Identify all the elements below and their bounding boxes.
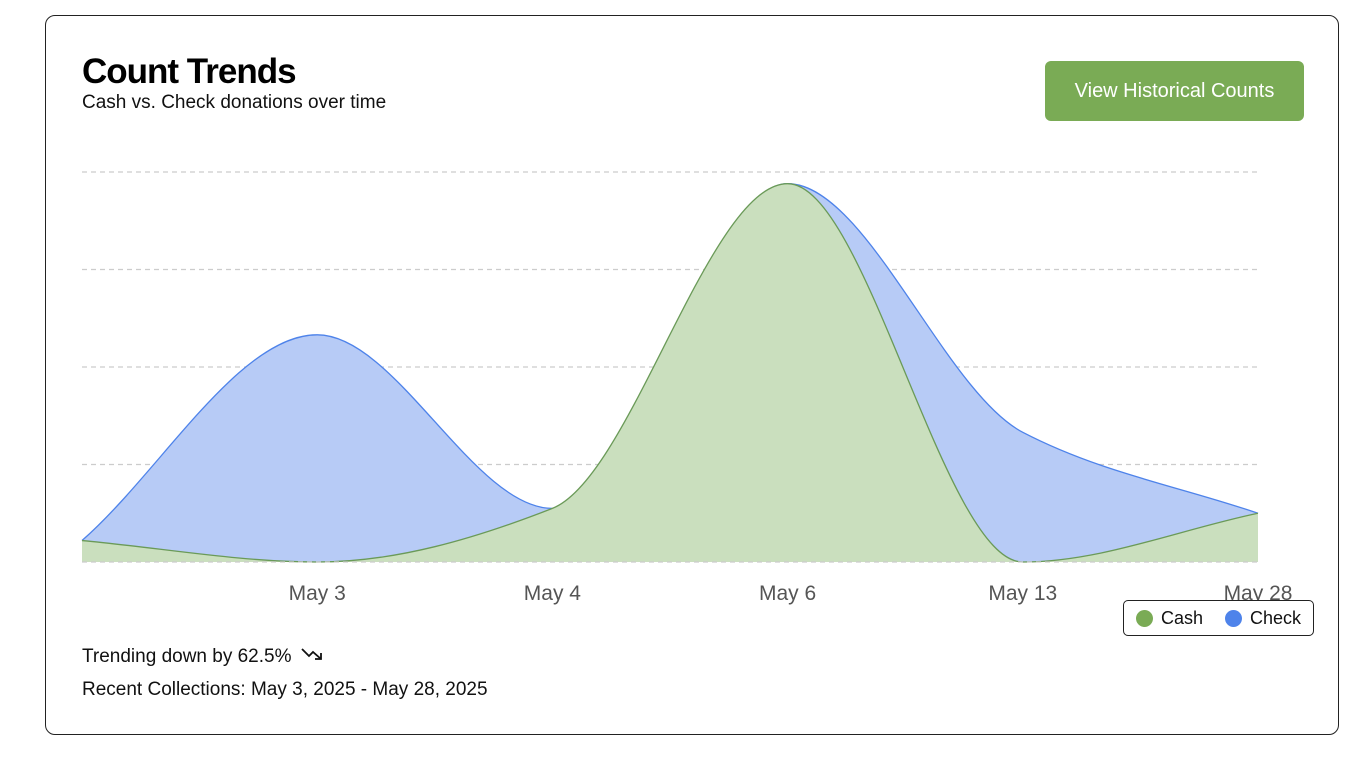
card-subtitle: Cash vs. Check donations over time — [82, 92, 387, 113]
x-tick-label: May 3 — [289, 582, 346, 605]
legend-item-check: Check — [1225, 608, 1301, 629]
cash-area — [82, 183, 1258, 562]
area-chart: May 3 May 4 May 6 May 13 May 28 — [81, 171, 1293, 605]
view-historical-counts-button[interactable]: View Historical Counts — [1045, 61, 1304, 121]
x-tick-label: May 28 — [1224, 582, 1293, 605]
x-tick-label: May 13 — [988, 582, 1057, 605]
x-tick-label: May 6 — [759, 582, 816, 605]
legend-label-cash: Cash — [1160, 607, 1203, 628]
trend-indicator: Trending down by 62.5% — [82, 645, 325, 668]
trend-text: Trending down by 62.5% — [82, 645, 292, 667]
recent-collections-text: Recent Collections: May 3, 2025 - May 28… — [82, 679, 488, 700]
x-tick-label: May 4 — [524, 582, 582, 605]
check-swatch — [1225, 609, 1242, 627]
cash-swatch — [1135, 609, 1153, 627]
legend-item-cash: Cash — [1135, 607, 1203, 629]
chart-legend: Cash Check — [1123, 600, 1314, 636]
count-trends-card: Count Trends Cash vs. Check donations ov… — [45, 15, 1339, 735]
card-title: Count Trends — [82, 52, 297, 91]
legend-label-check: Check — [1250, 607, 1302, 628]
trending-down-icon — [301, 645, 325, 668]
